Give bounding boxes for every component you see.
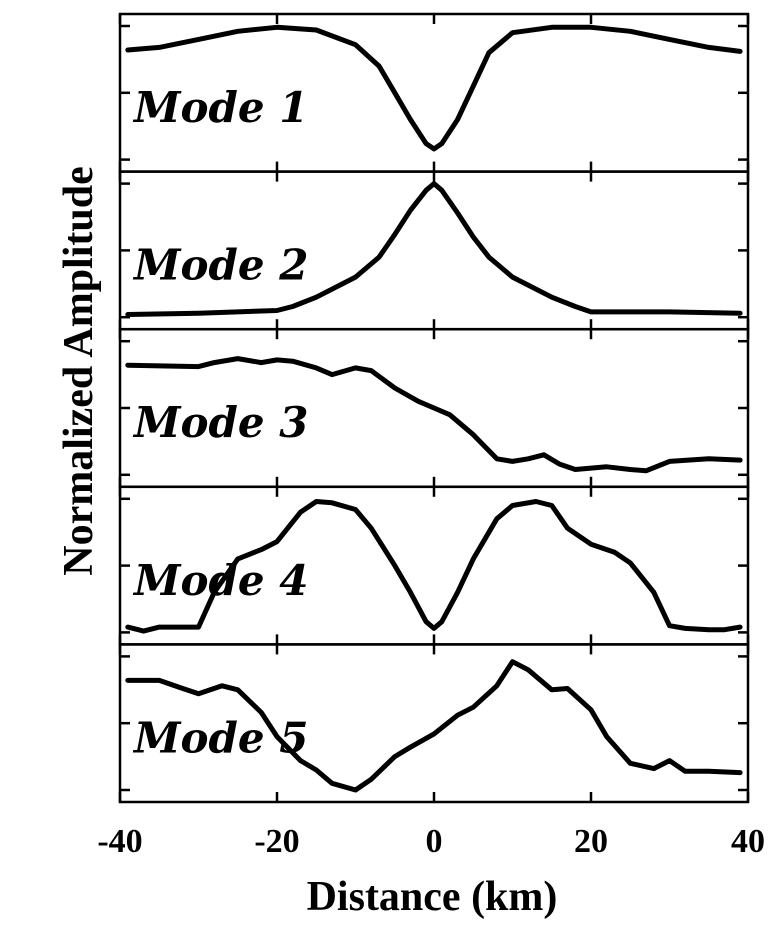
- x-tick-labels: -40 -20 0 20 40: [97, 823, 765, 860]
- x-tick-label: 40: [731, 823, 765, 860]
- x-tick-label: -40: [97, 823, 142, 860]
- panel-label: Mode 2: [132, 241, 308, 290]
- series-line-mode-5: [125, 659, 743, 793]
- series-line-mode-4: [125, 499, 743, 634]
- series-line-mode-3: [125, 356, 743, 474]
- panel-label: Mode 4: [132, 556, 308, 605]
- panel-3: Mode 3: [118, 327, 750, 489]
- x-axis-label: Distance (km): [307, 874, 558, 920]
- series-line-mode-2: [125, 181, 743, 317]
- panels-group: Mode 1 Mode 2 Mode 3 Mode 4 Mode 5: [118, 12, 750, 804]
- panel-2: Mode 2: [118, 170, 750, 331]
- x-tick-label: 0: [426, 823, 443, 860]
- panel-1: Mode 1: [118, 12, 750, 173]
- x-tick-label: 20: [574, 823, 608, 860]
- panel-5: Mode 5: [118, 643, 750, 804]
- panel-label: Mode 1: [132, 83, 308, 132]
- series-line-mode-1: [125, 24, 743, 152]
- y-axis-label: Normalized Amplitude: [56, 166, 102, 575]
- panel-label: Mode 3: [132, 398, 308, 447]
- panel-4: Mode 4: [118, 485, 750, 646]
- x-tick-label: -20: [254, 823, 299, 860]
- panel-label: Mode 5: [132, 713, 308, 762]
